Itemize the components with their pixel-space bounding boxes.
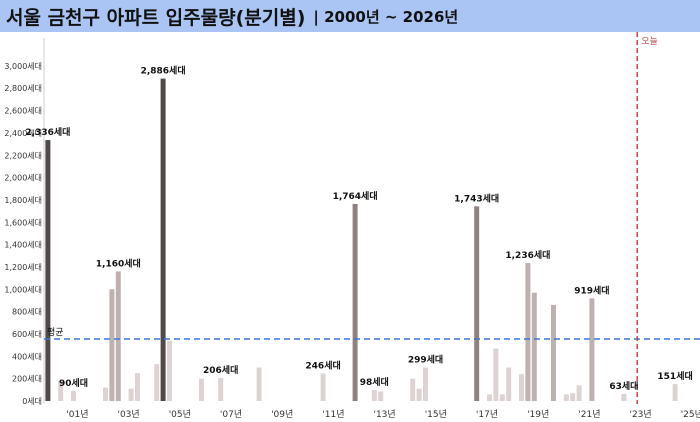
bar <box>320 373 326 401</box>
today-label: 오늘 <box>641 36 658 47</box>
bar <box>135 373 140 401</box>
x-tick-label: '23년 <box>629 409 651 420</box>
bar <box>115 271 121 401</box>
y-tick-label: 400세대 <box>12 352 42 361</box>
y-tick-label: 200세대 <box>12 375 42 384</box>
bar <box>570 393 576 401</box>
bar <box>487 394 492 401</box>
bar <box>525 262 531 401</box>
bar <box>167 340 172 401</box>
data-label: 206세대 <box>203 364 238 376</box>
x-tick-label: '07년 <box>220 409 242 420</box>
data-label: 98세대 <box>360 376 389 388</box>
data-label: 246세대 <box>305 360 340 372</box>
x-tick-label: '25년 <box>681 409 700 420</box>
bar <box>154 364 160 401</box>
bar <box>493 348 499 401</box>
data-label: 919세대 <box>574 284 609 296</box>
bar <box>218 377 224 401</box>
bar <box>563 394 569 401</box>
y-tick-label: 2,200세대 <box>4 151 42 160</box>
x-tick-label: '19년 <box>527 409 549 420</box>
y-tick-label: 1,600세대 <box>4 218 42 227</box>
bar <box>103 387 108 401</box>
data-label: 1,160세대 <box>96 257 141 269</box>
y-tick-label: 2,600세대 <box>4 107 42 116</box>
x-tick-label: '17년 <box>476 409 498 420</box>
y-tick-label: 1,800세대 <box>4 196 42 205</box>
bar <box>128 388 134 401</box>
bar <box>531 292 537 401</box>
x-tick-label: '15년 <box>425 409 447 420</box>
chart-title: 서울 금천구 아파트 입주물량(분기별) <box>6 6 306 29</box>
bar <box>519 374 524 401</box>
data-label: 1,764세대 <box>333 190 378 202</box>
y-tick-label: 3,000세대 <box>4 62 42 71</box>
bar <box>160 78 166 402</box>
x-tick-label: '01년 <box>66 409 88 420</box>
x-tick-label: '21년 <box>578 409 600 420</box>
bar <box>672 384 678 401</box>
data-label: 2,886세대 <box>141 65 186 77</box>
data-label: 151세대 <box>657 370 692 382</box>
data-label: 299세대 <box>408 354 443 366</box>
bar <box>506 367 512 401</box>
y-tick-label: 2,800세대 <box>4 84 42 93</box>
bar <box>352 203 358 401</box>
bar-chart: 0세대 200세대 400세대 600세대 800세대 1,000세대 1,200세대 1,4… <box>4 32 700 420</box>
bar <box>58 380 64 401</box>
bar <box>378 391 384 401</box>
data-label: 63세대 <box>609 380 638 392</box>
bar <box>410 378 416 401</box>
data-label: 2,336세대 <box>25 126 70 138</box>
bar <box>551 304 556 401</box>
bar <box>423 367 428 401</box>
x-tick-label: '09년 <box>271 409 293 420</box>
y-tick-label: 2,400세대 <box>4 129 42 138</box>
bar <box>109 289 115 401</box>
x-tick-label: '03년 <box>117 409 139 420</box>
average-label: 평균 <box>47 327 64 338</box>
bar <box>416 388 422 401</box>
y-tick-label: 1,200세대 <box>4 263 42 272</box>
y-tick-label: 0세대 <box>22 397 42 406</box>
bar <box>71 390 76 401</box>
x-tick-label: '13년 <box>373 409 395 420</box>
x-tick-label: '11년 <box>322 409 344 420</box>
bar <box>499 394 505 401</box>
bar <box>621 393 627 401</box>
bar <box>589 298 595 401</box>
y-tick-label: 1,000세대 <box>4 285 42 294</box>
data-label: 90세대 <box>59 377 88 389</box>
bar <box>371 390 377 401</box>
y-tick-label: 800세대 <box>12 308 42 317</box>
bar <box>576 385 582 401</box>
y-tick-label: 2,000세대 <box>4 174 42 183</box>
y-tick-label: 600세대 <box>12 330 42 339</box>
bar <box>45 140 51 402</box>
bar <box>256 367 262 401</box>
bar <box>199 378 204 401</box>
chart-subtitle: | 2000년 ~ 2026년 <box>313 7 459 26</box>
bar <box>474 206 480 401</box>
title-bar: 서울 금천구 아파트 입주물량(분기별) | 2000년 ~ 2026년 <box>0 0 700 32</box>
data-label: 1,743세대 <box>454 192 499 204</box>
data-label: 1,236세대 <box>505 249 550 261</box>
y-tick-label: 1,400세대 <box>4 241 42 250</box>
x-tick-label: '05년 <box>169 409 191 420</box>
